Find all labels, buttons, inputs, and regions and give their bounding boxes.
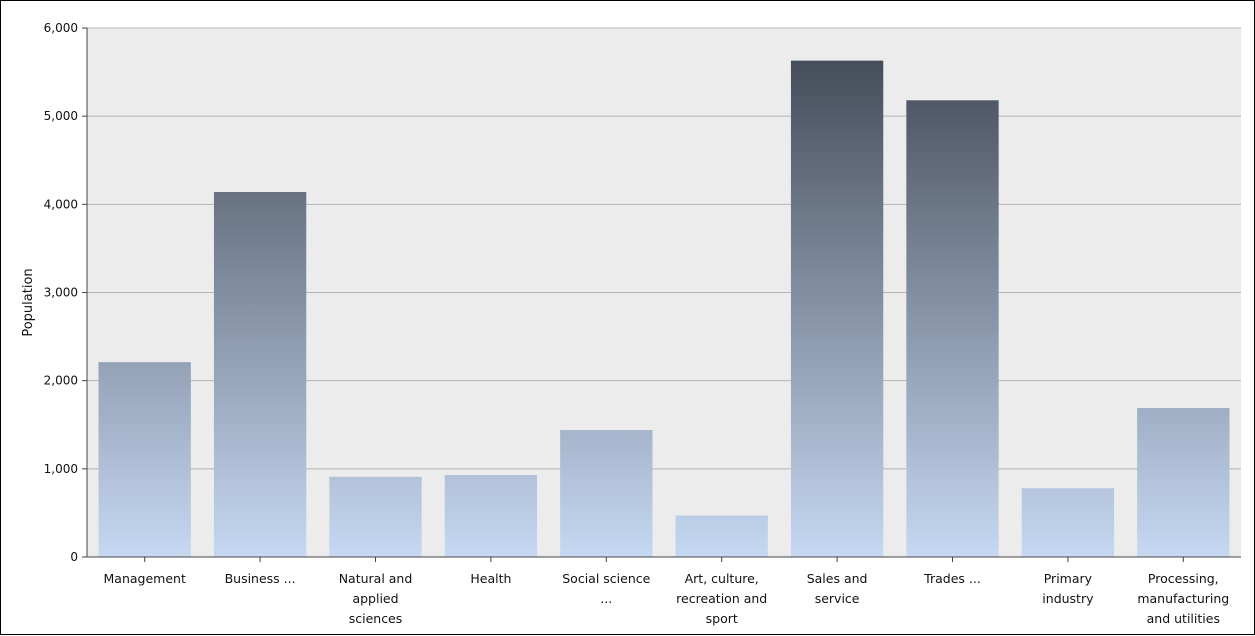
axes: [82, 27, 1241, 562]
bar: [213, 191, 307, 558]
bar: [98, 362, 191, 557]
y-tick-label: 3,000: [44, 286, 78, 300]
y-tick-label: 5,000: [44, 109, 78, 123]
x-category-label: Natural and applied sciences: [339, 571, 413, 626]
y-tick-label: 6,000: [44, 21, 78, 35]
x-category-label: Trades ...: [923, 571, 981, 586]
y-tick-label: 4,000: [44, 197, 78, 211]
y-axis-title: Population: [21, 268, 36, 336]
x-category-label: Social science...: [562, 571, 650, 606]
x-category-label: Sales and service: [807, 571, 868, 606]
bar: [790, 60, 884, 557]
x-category-label: Primary industry: [1042, 571, 1094, 606]
bar: [329, 476, 422, 557]
y-tick-label: 2,000: [44, 374, 78, 388]
y-tick-label: 1,000: [44, 462, 78, 476]
y-tick-labels: 0 1,000 2,000 3,000 4,000 5,000 6,000: [44, 21, 78, 564]
x-category-label: Management: [104, 571, 186, 586]
x-category-label: Health: [470, 571, 511, 586]
bar: [675, 515, 768, 557]
y-tick-label: 0: [70, 550, 78, 564]
bar: [1137, 407, 1230, 557]
bar: [1021, 488, 1115, 557]
x-category-labels: Management Business ... Natural and applied…: [104, 571, 1230, 626]
bar: [906, 100, 999, 558]
bars: [98, 60, 1230, 558]
x-category-label: Business ...: [225, 571, 296, 586]
x-category-label: Processing, manufacturing and utilities: [1137, 571, 1229, 626]
bar: [560, 430, 653, 557]
x-category-label: Art, culture, recreation and sport: [676, 571, 767, 626]
bar: [444, 475, 538, 557]
